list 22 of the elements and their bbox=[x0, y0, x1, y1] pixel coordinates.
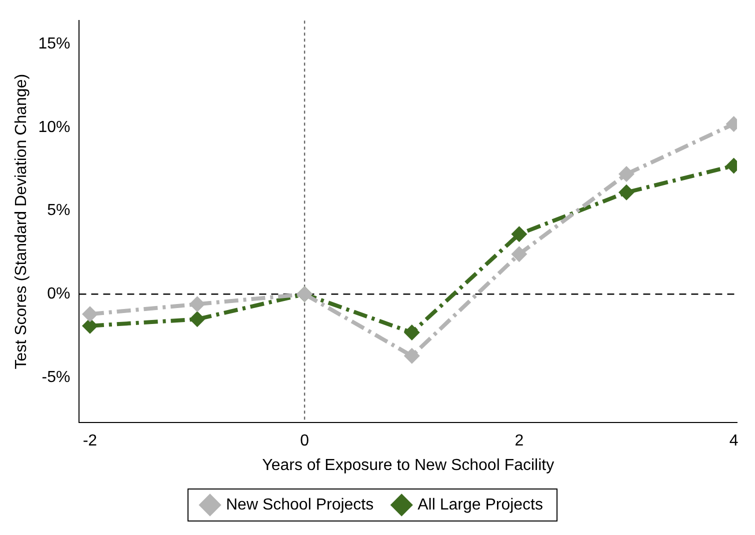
point bbox=[404, 324, 420, 341]
point bbox=[189, 311, 206, 328]
y-tick-label: 10% bbox=[38, 118, 70, 136]
point bbox=[189, 296, 206, 312]
y-tick-label: -5% bbox=[42, 368, 70, 386]
point bbox=[404, 348, 420, 364]
legend-label: New School Projects bbox=[226, 496, 374, 514]
x-tick-label: -2 bbox=[82, 432, 98, 450]
point bbox=[82, 306, 98, 322]
y-tick-label: 5% bbox=[47, 202, 70, 220]
point bbox=[511, 226, 528, 242]
legend-label: All Large Projects bbox=[418, 496, 544, 514]
x-axis-title: Years of Exposure to New School Facility bbox=[262, 456, 554, 474]
point bbox=[618, 166, 634, 182]
x-tick-label: 0 bbox=[300, 432, 310, 450]
x-tick-label: 4 bbox=[729, 432, 738, 450]
y-tick-label: 0% bbox=[47, 286, 70, 303]
x-tick-label: 2 bbox=[514, 432, 524, 450]
point bbox=[511, 246, 528, 262]
point bbox=[618, 184, 634, 200]
y-axis-title: Test Scores (Standard Deviation Change) bbox=[13, 74, 30, 370]
y-tick-label: 15% bbox=[38, 35, 70, 52]
